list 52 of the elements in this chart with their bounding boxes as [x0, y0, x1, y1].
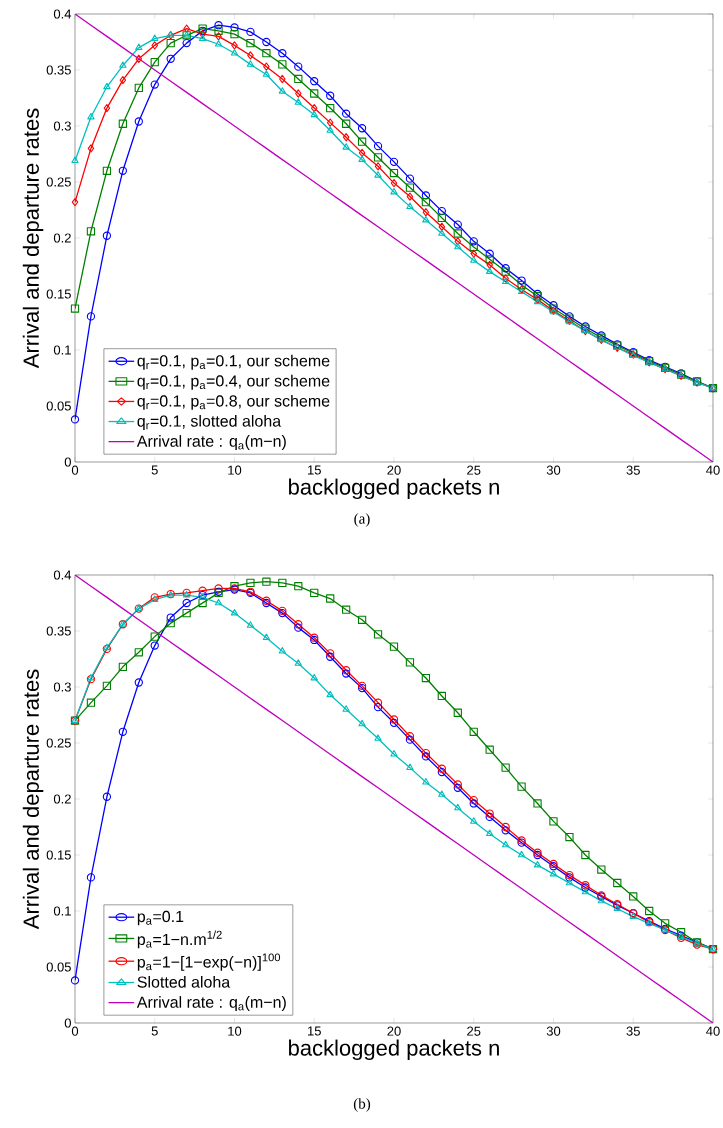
y-tick-label: 0.25: [46, 177, 71, 187]
y-tick-label: 0.3: [53, 121, 71, 131]
text: (a): [354, 513, 370, 527]
legend-label: q$_{r}$=0.1, p$_{a}$=0.8, our scheme: [137, 394, 330, 410]
legend-label: q$_{r}$=0.1, p$_{a}$=0.4, our scheme: [137, 374, 330, 390]
x-tick-label: 0: [71, 465, 79, 475]
x-tick-label: 0: [71, 1026, 79, 1036]
x-tick-label: 30: [546, 1026, 561, 1036]
x-tick-label: 40: [706, 465, 720, 475]
x-tick-label: 20: [387, 465, 401, 475]
x-axis-title: backlogged packets n: [289, 478, 499, 500]
y-tick-label: 0.25: [46, 738, 71, 748]
legend-label: q$_{r}$=0.1, slotted aloha: [137, 415, 282, 430]
y-tick-label: 0.1: [53, 906, 71, 916]
x-tick-label: 10: [228, 1026, 242, 1036]
x-tick-label: 15: [308, 465, 321, 475]
y-tick-label: 0.35: [46, 65, 71, 75]
y-tick-label: 0.05: [46, 962, 71, 972]
y-axis-title: Arrival and departure rates: [22, 108, 44, 369]
x-tick-label: 40: [706, 1026, 720, 1036]
legend-label: Slotted aloha: [137, 975, 231, 988]
x-tick-label: 25: [467, 465, 481, 475]
y-tick-label: 0.15: [46, 850, 71, 860]
legend-label: p$_{a}$=1−n.m$^{1/2}$: [137, 930, 222, 949]
y-tick-label: 0: [64, 457, 71, 467]
y-tick-label: 0.15: [46, 289, 71, 299]
legend-label: Arrival rate : q$_{a}$(m−n): [136, 435, 286, 451]
x-tick-label: 20: [387, 1026, 401, 1036]
x-axis-title: backlogged packets n: [289, 1039, 499, 1061]
x-tick-label: 5: [151, 465, 158, 475]
x-tick-label: 35: [626, 1026, 640, 1036]
legend-label: q$_{r}$=0.1, p$_{a}$=0.1, our scheme: [137, 354, 330, 370]
legend-label: p$_{a}$=1−[1−exp(−n)]$^{100}$: [137, 953, 281, 971]
y-tick-label: 0.4: [53, 9, 72, 19]
y-tick-label: 0.2: [53, 794, 71, 804]
y-tick-label: 0.3: [53, 682, 71, 692]
y-tick-label: 0.05: [46, 401, 71, 411]
y-tick-label: 0.35: [46, 626, 71, 636]
x-tick-label: 15: [308, 1026, 321, 1036]
y-tick-label: 0.4: [53, 570, 72, 580]
x-tick-label: 35: [626, 465, 640, 475]
x-tick-label: 30: [546, 465, 561, 475]
x-tick-label: 10: [228, 465, 242, 475]
y-tick-label: 0: [64, 1018, 71, 1028]
x-tick-label: 25: [467, 1026, 481, 1036]
legend-label: p$_{a}$=0.1: [137, 910, 184, 926]
y-axis-title: Arrival and departure rates: [22, 669, 44, 930]
y-tick-label: 0.2: [53, 233, 71, 243]
legend-label: Arrival rate : q$_{a}$(m−n): [136, 996, 286, 1011]
y-tick-label: 0.1: [53, 345, 71, 355]
text: (b): [353, 1098, 371, 1112]
x-tick-label: 5: [151, 1026, 158, 1036]
